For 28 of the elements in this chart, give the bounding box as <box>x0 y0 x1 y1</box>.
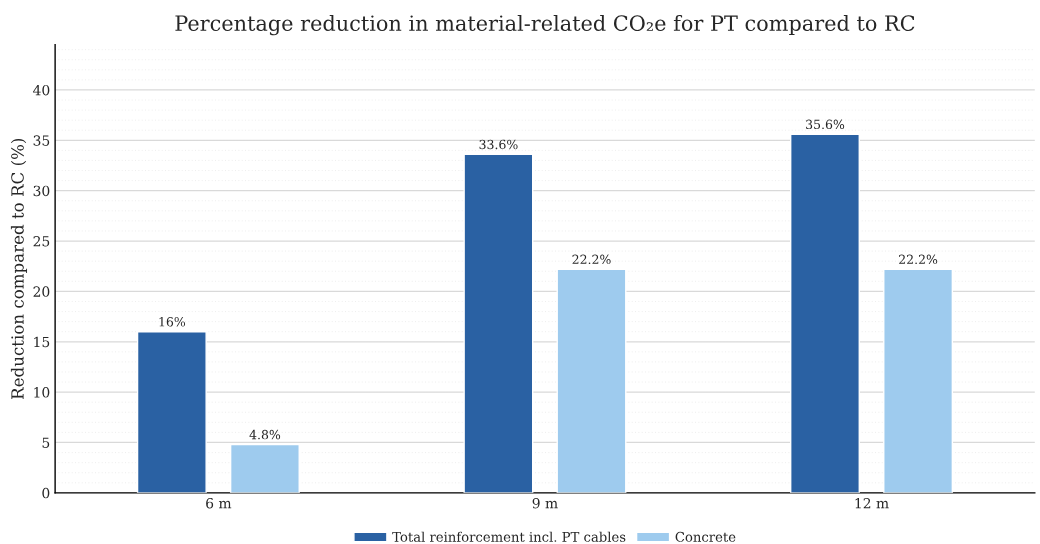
y-tick-label: 10 <box>34 387 50 398</box>
bar <box>883 268 954 493</box>
data-label: 35.6% <box>806 119 845 130</box>
y-tick-label: 30 <box>33 185 50 197</box>
legend-label: Total reinforcement incl. PT cables <box>392 531 626 542</box>
x-tick-label: 9 m <box>532 497 558 509</box>
data-label: 22.2% <box>572 254 611 265</box>
y-axis-title: Reduction compared to RC (%) <box>10 138 28 399</box>
bar <box>229 443 300 493</box>
data-label: 4.8% <box>249 429 281 440</box>
data-label: 22.2% <box>899 254 938 265</box>
y-tick-label: 35 <box>33 135 50 146</box>
y-tick-label: 15 <box>34 336 50 348</box>
bar <box>463 153 534 493</box>
y-tick-label: 5 <box>42 437 50 448</box>
bar <box>136 330 207 493</box>
data-label: 33.6% <box>479 139 518 150</box>
bar <box>556 268 627 493</box>
legend-label: Concrete <box>675 531 736 542</box>
y-tick-label: 40 <box>33 84 50 96</box>
y-tick-label: 25 <box>33 236 50 247</box>
y-tick-label: 20 <box>33 286 50 297</box>
bar <box>790 133 860 493</box>
x-tick-label: 12 m <box>855 497 889 509</box>
y-tick-label: 0 <box>42 487 50 499</box>
chart-title: Percentage reduction in material-related CO₂e for PT compared to RC <box>175 14 915 36</box>
data-label: 16% <box>159 317 186 327</box>
x-tick-label: 6 m <box>206 497 232 509</box>
